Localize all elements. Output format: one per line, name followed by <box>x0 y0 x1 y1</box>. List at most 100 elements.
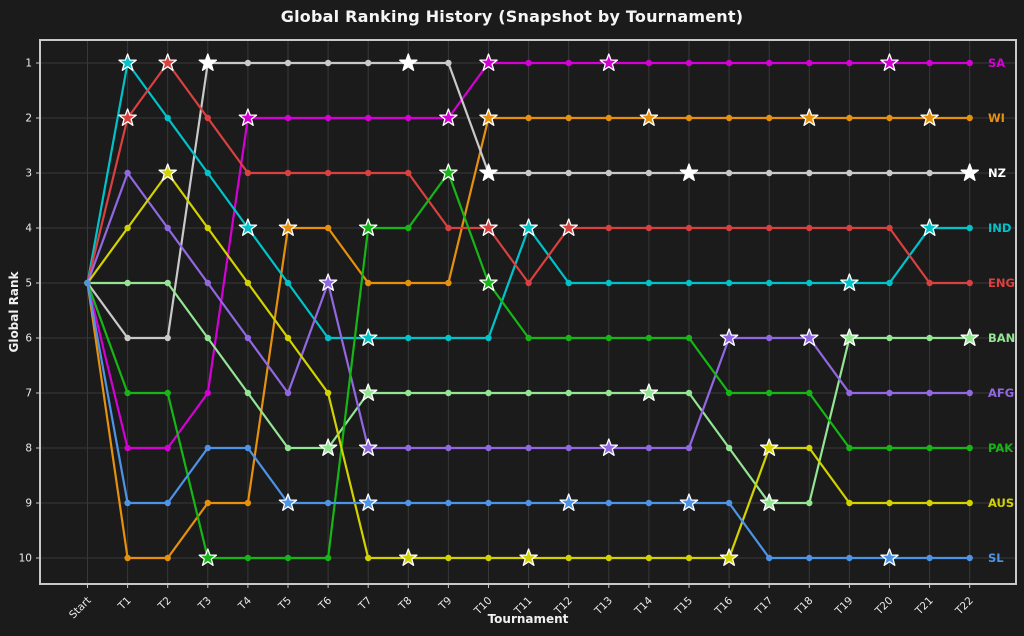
point-AFG-T2 <box>164 224 171 232</box>
point-AUS-T14 <box>645 554 653 562</box>
point-ENG-T14 <box>645 224 653 232</box>
x-tick-label-T6: T6 <box>316 594 335 613</box>
star-marker-PAK-T3 <box>198 548 218 566</box>
point-WI-T13 <box>605 114 612 122</box>
point-PAK-T1 <box>124 389 131 397</box>
point-IND-T20 <box>886 279 893 287</box>
star-marker-BAN-T7 <box>358 383 378 401</box>
point-BAN-T12 <box>565 389 572 397</box>
point-ENG-T8 <box>405 169 412 177</box>
point-PAK-T6 <box>324 554 332 562</box>
team-label-ENG: ENG <box>988 276 1015 290</box>
point-IND-T16 <box>725 279 733 287</box>
point-SA-T17 <box>766 59 773 67</box>
point-AUS-T21 <box>926 499 933 507</box>
x-axis-title: Tournament <box>487 612 569 626</box>
star-marker-AFG-T13 <box>599 438 619 456</box>
y-tick-label-2: 2 <box>25 113 32 125</box>
point-WI-T12 <box>565 114 572 122</box>
point-NZ-T16 <box>725 169 733 177</box>
star-marker-ENG-T10 <box>479 218 498 236</box>
point-SL-T2 <box>164 499 171 507</box>
point-BAN-T18 <box>806 499 813 507</box>
star-marker-WI-T21 <box>920 108 939 126</box>
point-AFG-T3 <box>204 279 211 287</box>
point-SA-T12 <box>565 59 572 67</box>
point-IND-T13 <box>605 279 612 287</box>
point-SL-T4 <box>244 444 252 452</box>
star-marker-WI-T10 <box>479 108 498 126</box>
point-SA-T22 <box>966 59 973 67</box>
point-BAN-T2 <box>164 279 171 287</box>
point-SA-T19 <box>846 59 853 67</box>
point-BAN-T5 <box>284 444 292 452</box>
point-WI-T1 <box>124 554 131 562</box>
point-NZ-T7 <box>365 59 372 67</box>
point-WI-T6 <box>324 224 332 232</box>
point-IND-T18 <box>806 279 813 287</box>
star-marker-NZ-T15 <box>679 163 699 181</box>
y-tick-label-5: 5 <box>25 278 32 290</box>
point-AUS-T1 <box>124 224 131 232</box>
point-AUS-T18 <box>806 444 813 452</box>
x-tick-label-T3: T3 <box>195 595 213 613</box>
star-marker-IND-T4 <box>238 218 258 236</box>
star-marker-PAK-T7 <box>358 218 378 236</box>
point-PAK-T2 <box>164 389 171 397</box>
point-ENG-T11 <box>525 279 532 287</box>
point-AFG-T1 <box>124 169 131 177</box>
star-marker-SL-T12 <box>559 493 578 511</box>
point-PAK-T22 <box>966 444 973 452</box>
point-ENG-T4 <box>244 169 252 177</box>
point-WI-T2 <box>164 554 171 562</box>
point-WI-T7 <box>365 279 372 287</box>
point-SA-T1 <box>124 444 131 452</box>
point-PAK-T14 <box>645 334 653 342</box>
star-marker-SL-T20 <box>880 548 899 566</box>
point-SL-T8 <box>405 499 412 507</box>
point-SA-T7 <box>365 114 372 122</box>
star-marker-SA-T4 <box>238 108 258 126</box>
star-marker-WI-T14 <box>639 108 659 126</box>
point-WI-T11 <box>525 114 532 122</box>
point-IND-T9 <box>445 334 452 342</box>
point-AUS-T7 <box>365 554 372 562</box>
star-marker-AUS-T17 <box>759 438 779 456</box>
star-marker-NZ-T3 <box>198 53 218 71</box>
point-SL-T17 <box>766 554 773 562</box>
y-tick-label-3: 3 <box>25 168 32 180</box>
point-SA-T15 <box>685 59 693 67</box>
star-marker-PAK-T10 <box>479 273 498 291</box>
point-AUS-T4 <box>244 279 252 287</box>
point-AFG-T4 <box>244 334 252 342</box>
point-BAN-T11 <box>525 389 532 397</box>
point-AFG-T15 <box>685 444 693 452</box>
point-AFG-T10 <box>485 444 492 452</box>
star-marker-AFG-T7 <box>358 438 378 456</box>
point-NZ-T21 <box>926 169 933 177</box>
star-marker-ENG-T1 <box>118 108 137 126</box>
point-SA-T8 <box>405 114 412 122</box>
star-marker-BAN-T17 <box>759 493 779 511</box>
point-NZ-T2 <box>164 334 171 342</box>
point-SA-T11 <box>525 59 532 67</box>
point-WI-T15 <box>685 114 693 122</box>
y-axis-title: Global Rank <box>7 271 21 353</box>
point-SA-T14 <box>645 59 653 67</box>
y-tick-label-4: 4 <box>25 223 32 235</box>
point-IND-T6 <box>324 334 332 342</box>
star-marker-SL-T5 <box>278 493 298 511</box>
point-AUS-T9 <box>445 554 452 562</box>
star-marker-BAN-T6 <box>318 438 338 456</box>
point-BAN-T8 <box>405 389 412 397</box>
point-IND-T17 <box>766 279 773 287</box>
point-PAK-T4 <box>244 554 252 562</box>
point-IND-T2 <box>164 114 171 122</box>
star-marker-AUS-T11 <box>519 548 538 566</box>
star-marker-SA-T10 <box>479 53 498 71</box>
star-marker-AUS-T8 <box>399 548 418 566</box>
point-PAK-T5 <box>284 554 292 562</box>
star-marker-NZ-T22 <box>960 163 979 181</box>
point-SA-T18 <box>806 59 813 67</box>
